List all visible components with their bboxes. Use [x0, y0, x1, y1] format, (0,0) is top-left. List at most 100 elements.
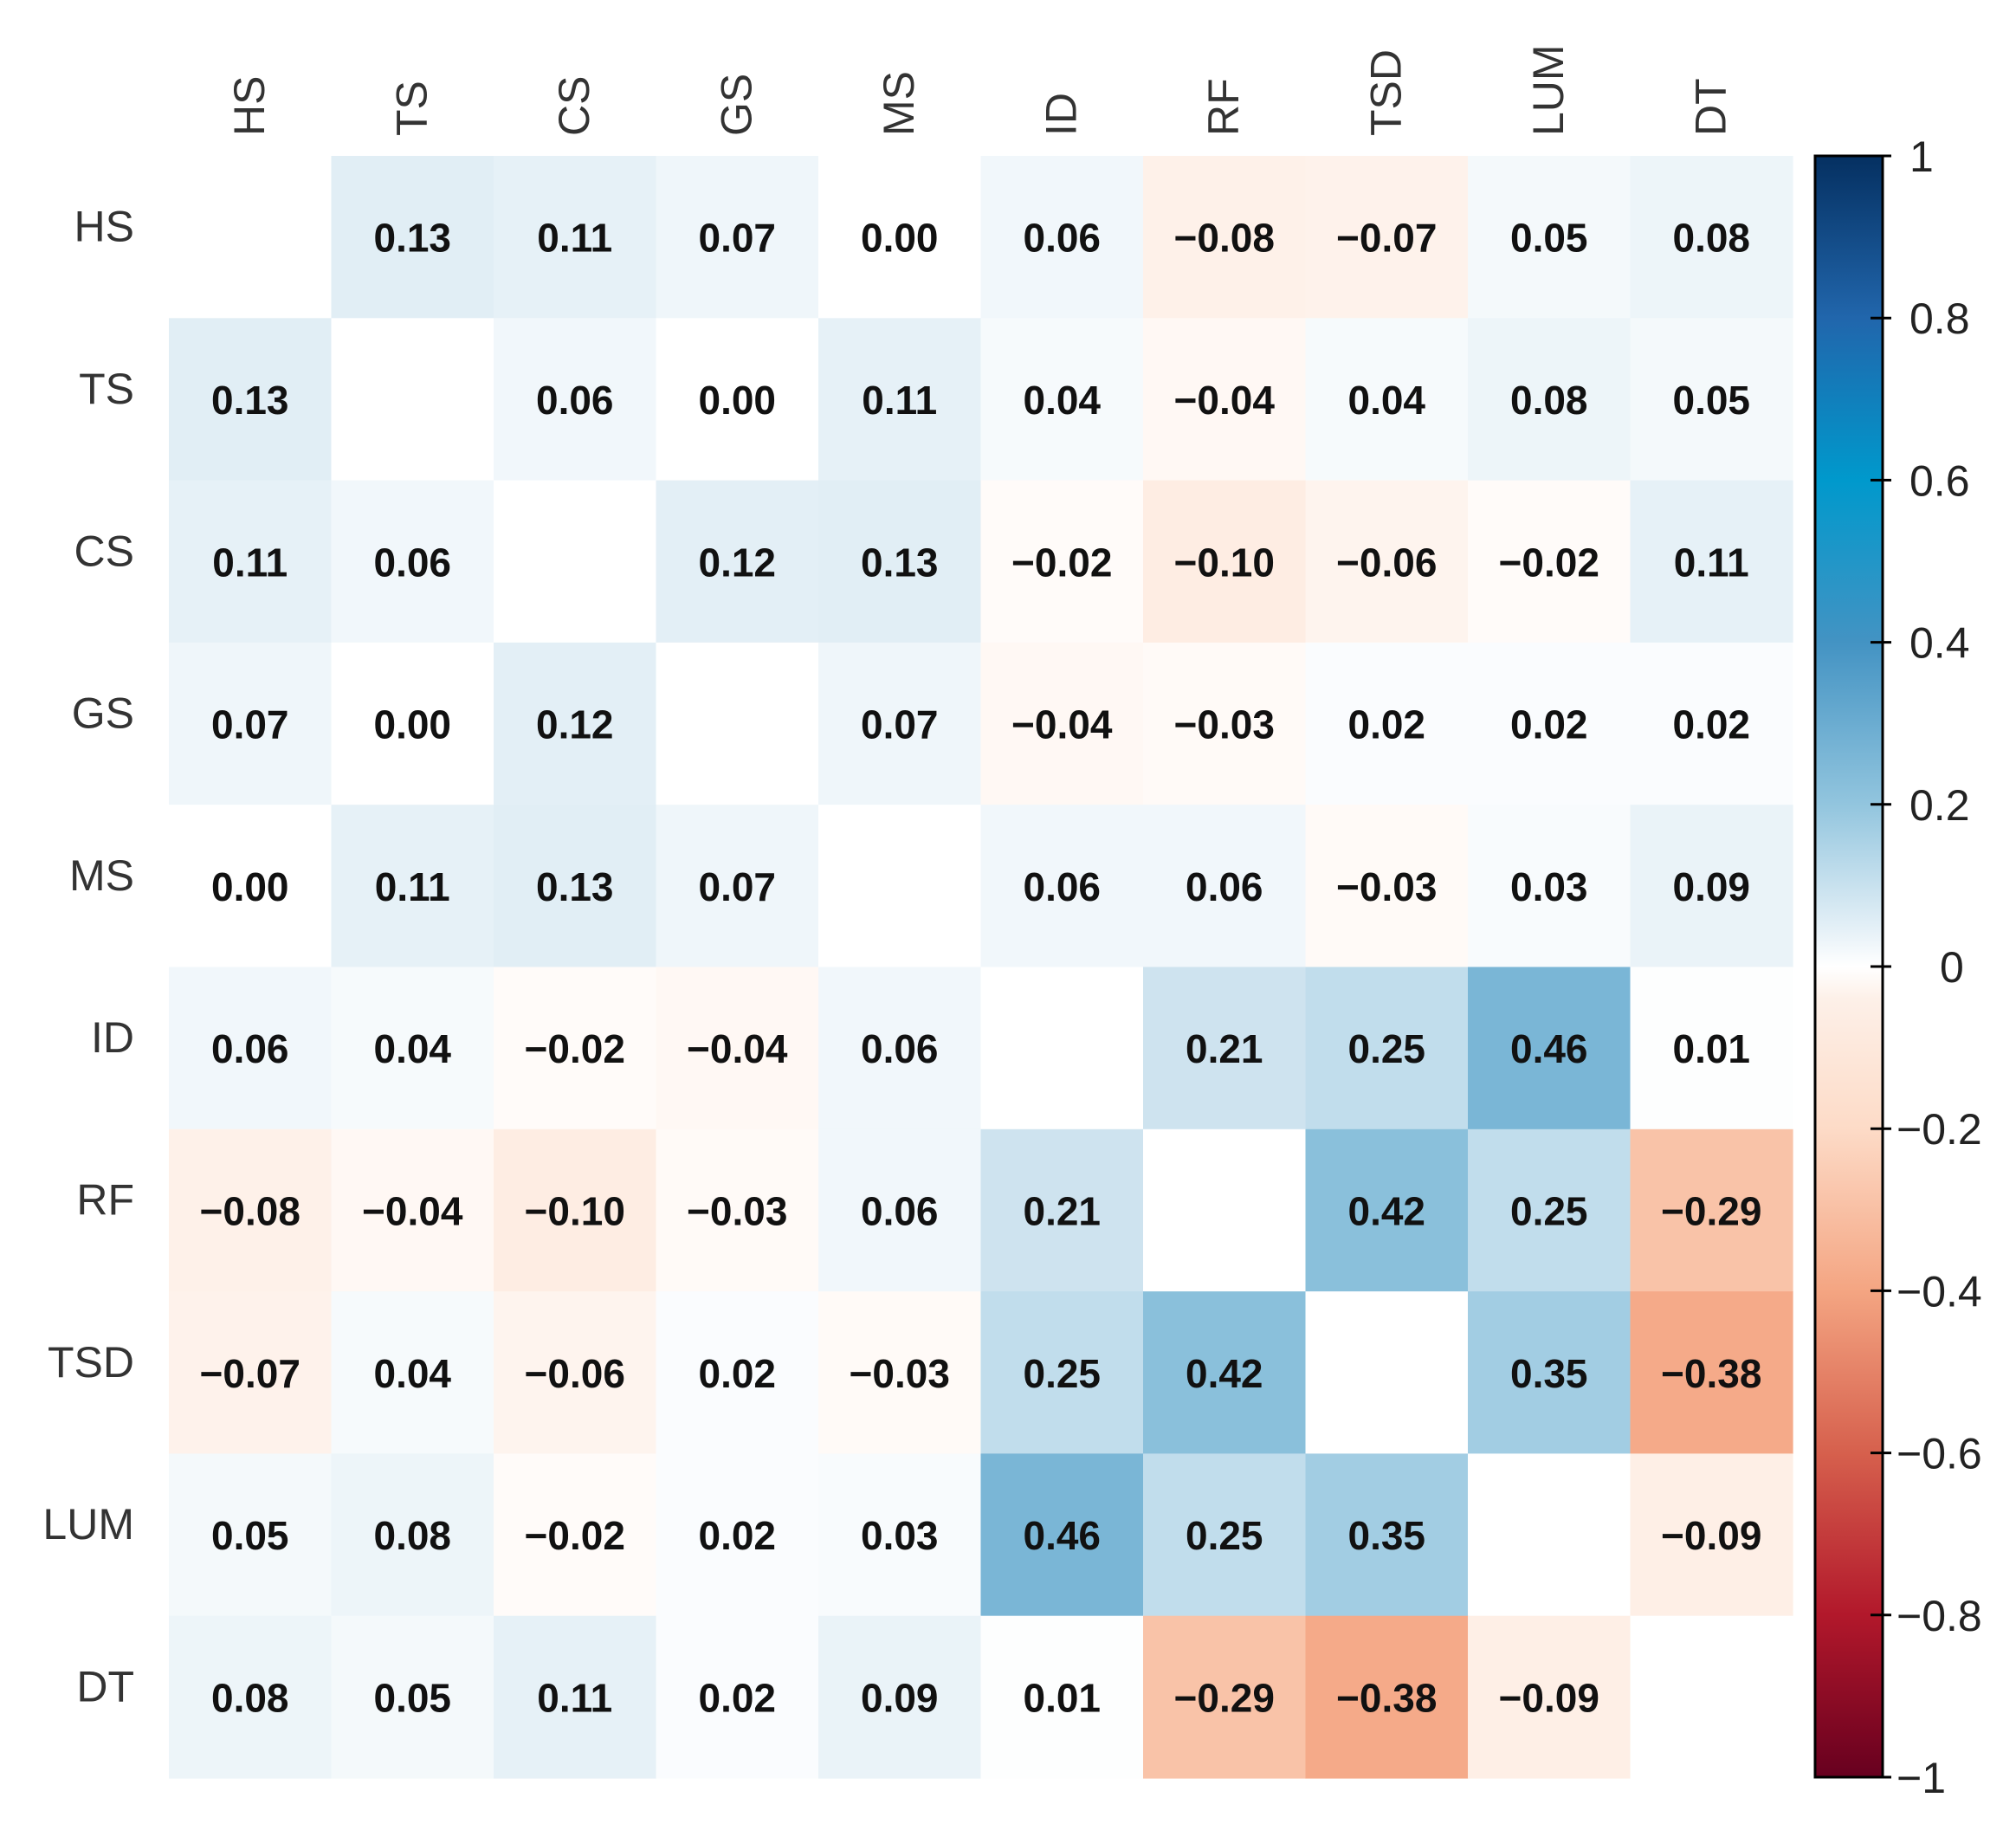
heatmap-cell-ms-lum	[1468, 805, 1632, 968]
heatmap-cell-rf-dt	[1630, 1128, 1793, 1292]
heatmap-cell-dt-tsd	[1305, 1615, 1469, 1779]
cell-value-dt-hs: 0.08	[211, 1675, 289, 1720]
cell-value-gs-ms: 0.07	[861, 702, 939, 747]
row-label-lum: LUM	[42, 1500, 134, 1549]
heatmap-cell-lum-lum	[1468, 1453, 1632, 1617]
row-label-rf: RF	[76, 1175, 134, 1224]
colorbar-tick-label: −1	[1896, 1754, 1946, 1802]
heatmap-cell-rf-lum	[1468, 1128, 1632, 1292]
heatmap-cell-ts-id	[980, 318, 1144, 482]
cell-value-ts-tsd: 0.04	[1347, 378, 1425, 423]
heatmap-cell-dt-dt	[1630, 1615, 1793, 1779]
cell-value-ms-cs: 0.13	[536, 864, 614, 909]
column-label-id: ID	[1037, 93, 1085, 136]
cell-value-ms-gs: 0.07	[698, 864, 776, 909]
cell-value-gs-ts: 0.00	[373, 702, 451, 747]
colorbar-tick-label: −0.4	[1896, 1267, 1982, 1316]
heatmap-cell-cs-dt	[1630, 480, 1793, 643]
row-labels: HS TS CS GS MS ID RF TSD LUM DT	[42, 203, 134, 1711]
heatmap-cell-ts-gs	[656, 318, 819, 482]
cell-value-ts-ms: 0.11	[862, 378, 937, 423]
heatmap-cell-id-lum	[1468, 967, 1632, 1130]
row-label-gs: GS	[72, 689, 134, 738]
colorbar-tick-label: 0	[1940, 943, 1964, 992]
heatmap-cell-rf-gs	[656, 1128, 819, 1292]
heatmap-cell-rf-rf	[1143, 1128, 1307, 1292]
heatmap-cell-ts-lum	[1468, 318, 1632, 482]
heatmap-cell-ts-rf	[1143, 318, 1307, 482]
heatmap-cell-ts-tsd	[1305, 318, 1469, 482]
colorbar-tick-label: 0.8	[1909, 294, 1970, 343]
heatmap-cell-hs-cs	[494, 156, 657, 319]
heatmap-cell-gs-ms	[818, 642, 982, 805]
cell-value-ms-dt: 0.09	[1672, 864, 1750, 909]
heatmap-cell-id-hs	[169, 967, 333, 1130]
cell-value-dt-tsd: −0.38	[1336, 1675, 1437, 1720]
cell-value-lum-dt: −0.09	[1661, 1513, 1761, 1558]
cell-value-hs-lum: 0.05	[1510, 216, 1588, 261]
heatmap-cell-cs-tsd	[1305, 480, 1469, 643]
heatmap-cell-lum-ts	[331, 1453, 494, 1617]
cell-value-id-ts: 0.04	[373, 1026, 451, 1071]
heatmap-cell-hs-ts	[331, 156, 494, 319]
cell-value-hs-ts: 0.13	[373, 216, 451, 261]
cell-value-ms-id: 0.06	[1023, 864, 1101, 909]
cell-value-tsd-lum: 0.35	[1510, 1351, 1588, 1396]
column-label-hs: HS	[225, 76, 274, 136]
cell-value-tsd-gs: 0.02	[698, 1351, 776, 1396]
heatmap-cell-rf-cs	[494, 1128, 657, 1292]
heatmap-cell-rf-hs	[169, 1128, 333, 1292]
cell-value-lum-ms: 0.03	[861, 1513, 939, 1558]
cell-value-rf-hs: −0.08	[200, 1188, 300, 1233]
cell-value-dt-rf: −0.29	[1174, 1675, 1275, 1720]
cell-value-gs-rf: −0.03	[1174, 702, 1275, 747]
heatmap-cell-dt-cs	[494, 1615, 657, 1779]
heatmap-cell-cs-ms	[818, 480, 982, 643]
cell-value-rf-gs: −0.03	[687, 1188, 787, 1233]
heatmap-cell-cs-id	[980, 480, 1144, 643]
heatmap-cell-hs-ms	[818, 156, 982, 319]
heatmap-cell-hs-hs	[169, 156, 333, 319]
cell-value-cs-rf: −0.10	[1174, 540, 1275, 585]
heatmap-cell-hs-lum	[1468, 156, 1632, 319]
heatmap-cell-tsd-hs	[169, 1291, 333, 1454]
cell-value-rf-ts: −0.04	[362, 1188, 463, 1233]
cell-value-cs-tsd: −0.06	[1336, 540, 1437, 585]
row-label-ts: TS	[79, 365, 134, 413]
heatmap-cell-ms-rf	[1143, 805, 1307, 968]
heatmap-cell-lum-cs	[494, 1453, 657, 1617]
heatmap-cell-id-dt	[1630, 967, 1793, 1130]
cell-value-tsd-cs: −0.06	[525, 1351, 625, 1396]
cell-value-gs-tsd: 0.02	[1347, 702, 1425, 747]
row-label-ms: MS	[69, 851, 134, 900]
cell-value-cs-dt: 0.11	[1674, 540, 1749, 585]
heatmap-cell-ts-cs	[494, 318, 657, 482]
cell-value-lum-gs: 0.02	[698, 1513, 776, 1558]
heatmap-cell-id-id	[980, 967, 1144, 1130]
cell-value-rf-id: 0.21	[1023, 1188, 1101, 1233]
column-label-dt: DT	[1686, 78, 1735, 136]
cell-value-ms-ts: 0.11	[375, 864, 450, 909]
cell-value-tsd-dt: −0.38	[1661, 1351, 1761, 1396]
column-label-ms: MS	[875, 71, 923, 136]
cell-value-cs-ms: 0.13	[861, 540, 939, 585]
cell-value-tsd-ms: −0.03	[850, 1351, 950, 1396]
heatmap-cell-cs-gs	[656, 480, 819, 643]
heatmap-cell-rf-ts	[331, 1128, 494, 1292]
cell-value-id-hs: 0.06	[211, 1026, 289, 1071]
heatmap-cell-tsd-id	[980, 1291, 1144, 1454]
heatmap-cell-gs-cs	[494, 642, 657, 805]
heatmap-cell-id-cs	[494, 967, 657, 1130]
heatmap-cell-gs-rf	[1143, 642, 1307, 805]
cell-value-tsd-rf: 0.42	[1186, 1351, 1263, 1396]
heatmap-cell-ms-ts	[331, 805, 494, 968]
heatmap-cell-ms-hs	[169, 805, 333, 968]
cell-value-cs-gs: 0.12	[698, 540, 776, 585]
heatmap-cell-dt-gs	[656, 1615, 819, 1779]
colorbar-tick-label: 0.4	[1909, 619, 1970, 668]
cell-value-rf-tsd: 0.42	[1347, 1188, 1425, 1233]
column-label-lum: LUM	[1524, 44, 1573, 136]
row-label-hs: HS	[74, 203, 134, 251]
heatmap-cell-gs-tsd	[1305, 642, 1469, 805]
colorbar-tick-label: −0.2	[1896, 1105, 1982, 1154]
